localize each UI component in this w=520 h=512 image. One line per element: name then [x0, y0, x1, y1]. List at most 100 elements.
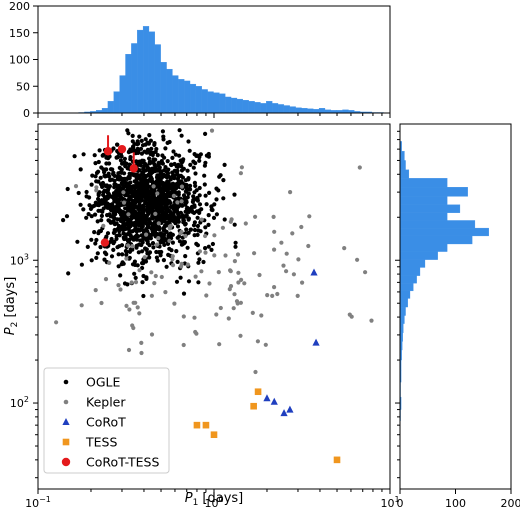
top-histogram-bar — [190, 84, 196, 113]
point-kepler — [223, 253, 227, 257]
point-kepler — [152, 184, 156, 188]
point-ogle — [113, 185, 117, 189]
point-ogle — [166, 159, 170, 163]
point-ogle — [171, 174, 175, 178]
point-ogle — [104, 197, 108, 201]
point-kepler — [203, 251, 207, 255]
point-kepler — [130, 244, 134, 248]
top-histogram-bar — [225, 97, 231, 113]
point-ogle — [99, 229, 103, 233]
point-ogle — [136, 183, 140, 187]
point-ogle — [183, 240, 187, 244]
point-kepler — [212, 233, 216, 237]
top-histogram-bar — [307, 109, 313, 113]
point-ogle — [133, 224, 137, 228]
point-ogle — [73, 154, 77, 158]
top-histogram-bar — [125, 54, 131, 113]
point-ogle — [126, 131, 130, 135]
point-ogle — [190, 206, 194, 210]
point-ogle — [133, 209, 137, 213]
point-kepler — [228, 268, 232, 272]
point-ogle — [138, 228, 142, 232]
point-kepler — [171, 254, 175, 258]
point-ogle — [141, 219, 145, 223]
point-ogle — [152, 141, 156, 145]
point-kepler — [244, 221, 248, 225]
point-ogle — [79, 167, 83, 171]
top-histogram-bar — [237, 99, 243, 113]
point-ogle — [148, 160, 152, 164]
point-kepler — [307, 214, 311, 218]
point-ogle — [205, 202, 209, 206]
point-ogle — [221, 196, 225, 200]
point-ogle — [117, 176, 121, 180]
point-tess — [211, 431, 218, 438]
point-tess — [255, 388, 262, 395]
point-ogle — [186, 139, 190, 143]
point-kepler — [253, 370, 257, 374]
point-kepler — [232, 306, 236, 310]
point-kepler — [144, 233, 148, 237]
point-ogle — [117, 229, 121, 233]
right-histogram-bar — [400, 205, 460, 213]
point-kepler — [252, 251, 256, 255]
point-corot — [286, 406, 293, 413]
point-kepler — [229, 220, 233, 224]
point-kepler — [272, 215, 276, 219]
point-ogle — [144, 248, 148, 252]
point-ogle — [113, 222, 117, 226]
point-ogle — [143, 175, 147, 179]
point-ogle — [176, 224, 180, 228]
point-ogle — [121, 231, 125, 235]
top-histogram-bar — [178, 79, 184, 113]
point-ogle — [169, 163, 173, 167]
point-kepler — [203, 234, 207, 238]
point-ogle — [210, 204, 214, 208]
point-kepler — [179, 264, 183, 268]
point-tess — [203, 422, 210, 429]
point-kepler — [275, 292, 279, 296]
right-histogram-bar — [400, 244, 447, 252]
point-ogle — [196, 154, 200, 158]
point-kepler — [236, 271, 240, 275]
point-ogle — [153, 231, 157, 235]
top-histogram-bar — [231, 98, 237, 113]
point-kepler — [178, 231, 182, 235]
point-kepler — [139, 341, 143, 345]
point-kepler — [217, 342, 221, 346]
point-kepler — [192, 316, 196, 320]
point-ogle — [162, 258, 166, 262]
point-ogle — [181, 159, 185, 163]
top-histogram-bar — [167, 69, 173, 113]
point-ogle — [89, 207, 93, 211]
right-histogram-bar — [400, 316, 404, 324]
point-ogle — [117, 252, 121, 256]
point-ogle — [165, 208, 169, 212]
point-ogle — [215, 212, 219, 216]
legend-marker — [63, 439, 70, 446]
point-ogle — [149, 191, 153, 195]
point-ogle — [158, 201, 162, 205]
point-kepler — [296, 257, 300, 261]
point-ogle — [178, 239, 182, 243]
point-ogle — [102, 170, 106, 174]
point-ogle — [104, 161, 108, 165]
point-ogle — [175, 280, 179, 284]
point-ogle — [122, 178, 126, 182]
point-ogle — [108, 178, 112, 182]
point-ogle — [155, 174, 159, 178]
point-ogle — [115, 143, 119, 147]
point-ogle — [216, 188, 220, 192]
point-kepler — [94, 188, 98, 192]
point-ogle — [122, 262, 126, 266]
point-ogle — [142, 194, 146, 198]
point-ogle — [193, 220, 197, 224]
point-kepler — [80, 303, 84, 307]
point-corot — [310, 269, 317, 276]
point-kepler — [124, 257, 128, 261]
point-ogle — [61, 218, 65, 222]
point-ogle — [196, 233, 200, 237]
top-y-tick-label: 200 — [9, 0, 30, 13]
point-ogle — [111, 248, 115, 252]
point-kepler — [153, 212, 157, 216]
